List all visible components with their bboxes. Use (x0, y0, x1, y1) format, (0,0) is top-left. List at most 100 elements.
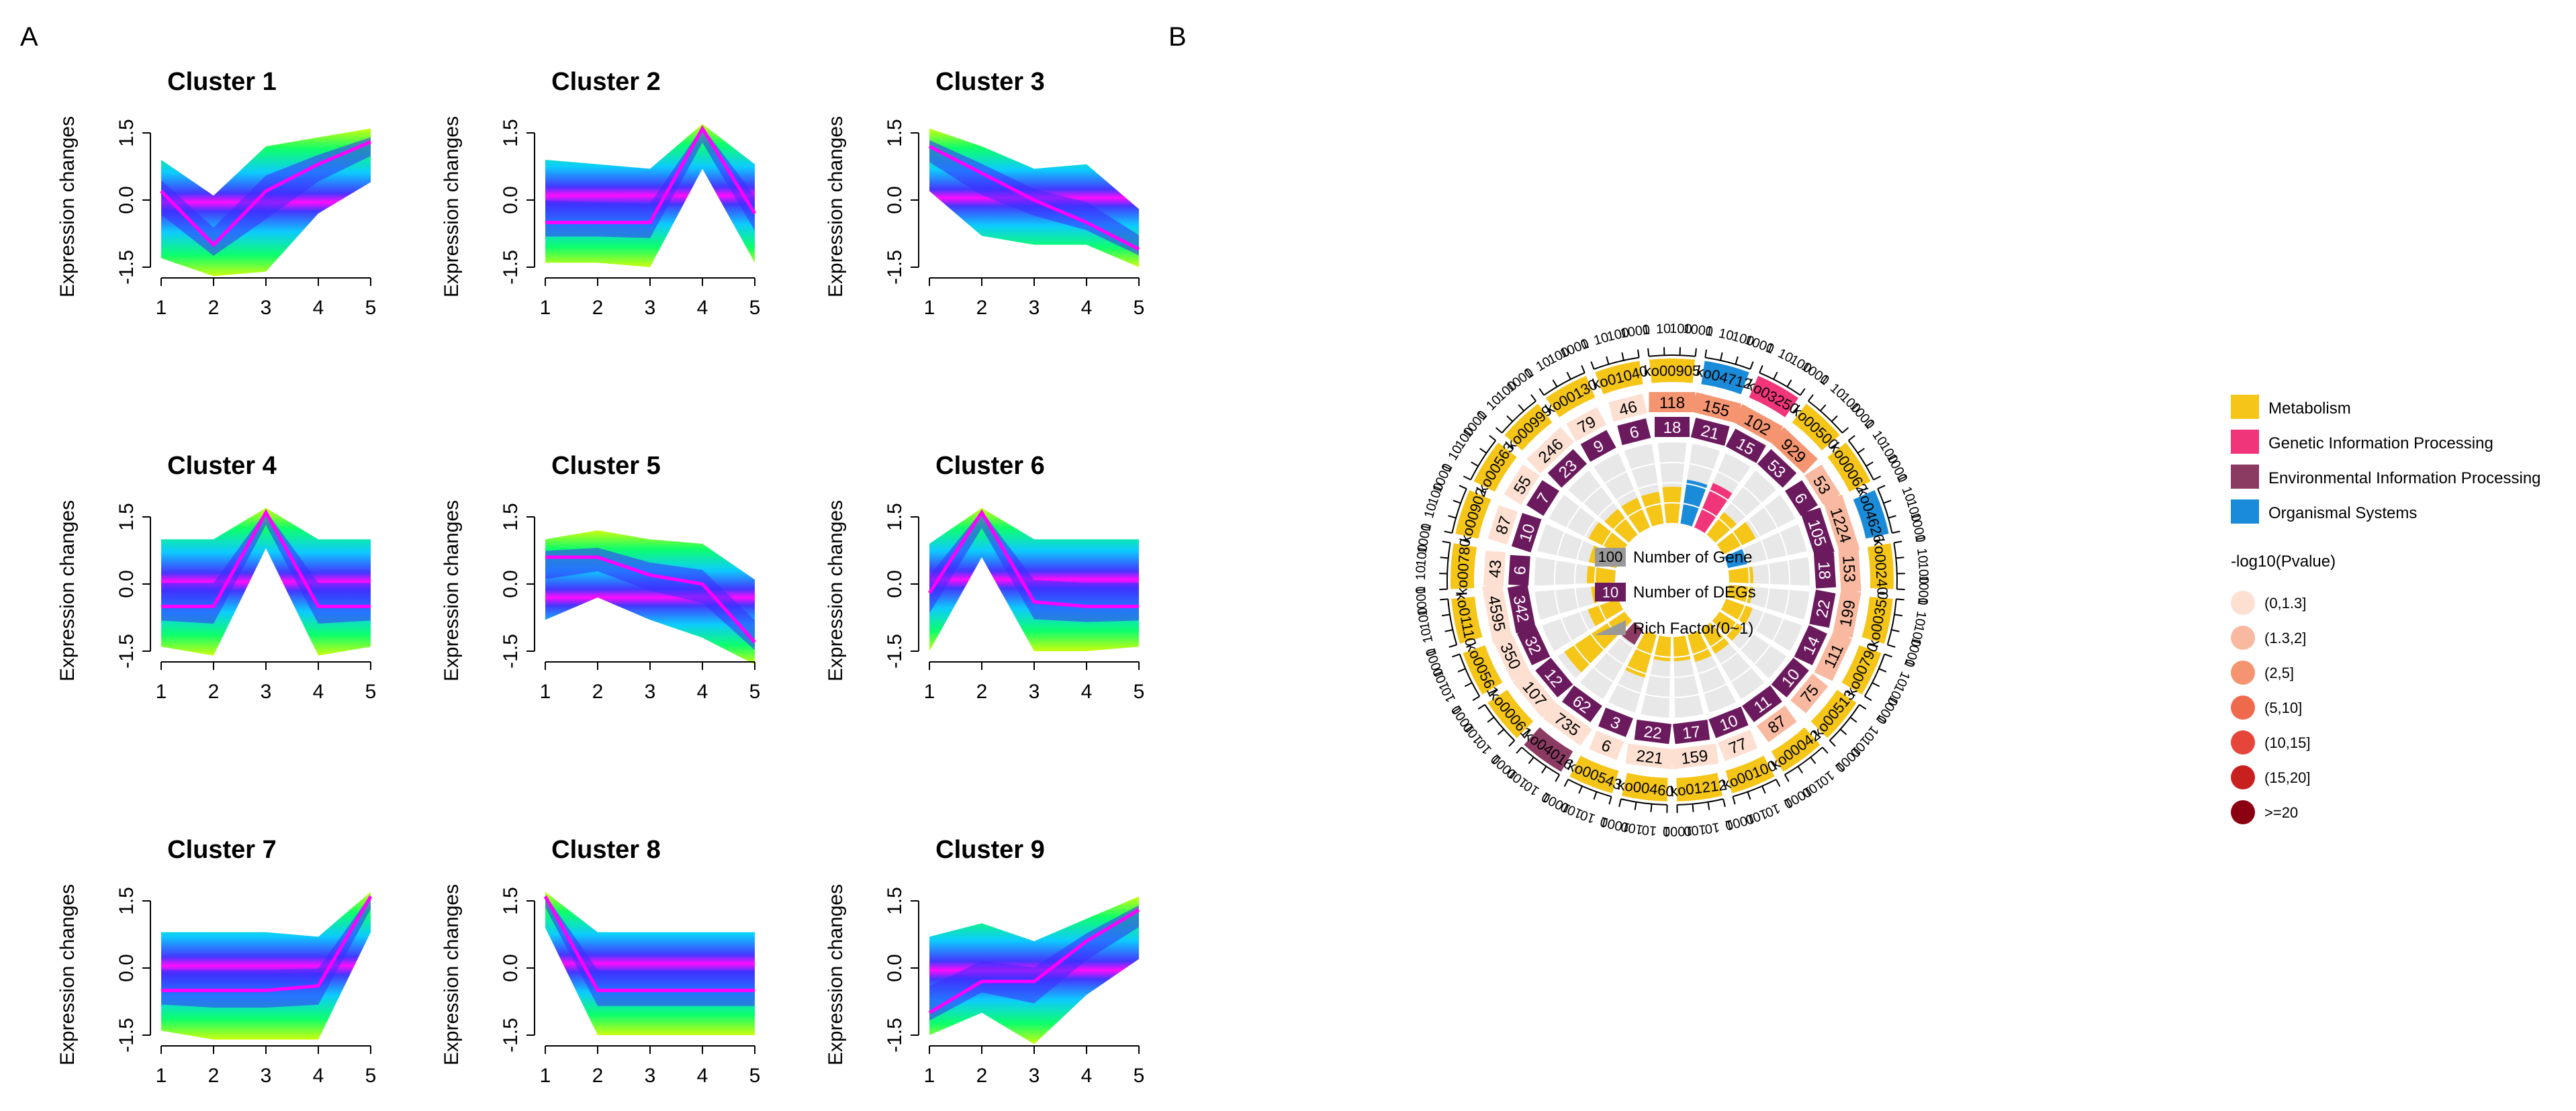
y-axis-label: Expression changes (825, 500, 847, 681)
rich-factor-bar (1622, 622, 1644, 645)
cluster-panel: Cluster 6 1 2 3 4 5 -1.5 0.0 1.5 Expression chang… (825, 452, 1144, 703)
y-axis-label: Expression changes (56, 884, 79, 1065)
mean-line (928, 908, 1140, 1014)
scale-tick (1892, 530, 1900, 534)
cluster-title: Cluster 1 (167, 68, 277, 96)
sector-band (1861, 596, 1893, 644)
cluster-panel: Cluster 2 1 2 3 4 5 -1.5 0.0 1.5 Expression chang… (441, 68, 760, 319)
deg-count-box (1634, 720, 1672, 744)
scale-baseline (1446, 542, 1451, 589)
y-tick-label: -1.5 (116, 250, 138, 285)
category-legend-swatch (2231, 499, 2259, 524)
deg-count-box (1655, 417, 1690, 437)
sector-band (1792, 403, 1840, 451)
rich-factor-bar (1641, 491, 1664, 527)
pvalue-legend-dot (2231, 695, 2255, 720)
scale-tick (1841, 427, 1849, 434)
sector-band (1827, 442, 1871, 492)
deg-count-group: 17 (1672, 720, 1710, 744)
scale-tick (1887, 644, 1896, 648)
category-legend-label: Metabolism (2268, 399, 2351, 418)
scale-tick (1516, 746, 1522, 754)
scale-tick-label: 1000 (1915, 575, 1931, 606)
scale-tick-label: 100 (1915, 561, 1931, 584)
scale-baseline (1649, 354, 1696, 357)
scale-tick (1773, 371, 1778, 380)
y-tick-label: 0.0 (500, 570, 522, 598)
rich-factor-bar (1653, 635, 1671, 661)
scale-baseline (1501, 400, 1536, 434)
scale-tick (1487, 716, 1495, 723)
scale-tick-label: 100 (1620, 819, 1644, 837)
rich-factor-bar (1724, 548, 1748, 569)
scale-tick (1784, 774, 1790, 782)
scale-baseline (1459, 654, 1481, 697)
gene-count-box (1504, 465, 1540, 505)
x-tick-label: 5 (365, 681, 377, 703)
gene-count-box (1543, 702, 1592, 746)
gene-count-box (1804, 465, 1841, 505)
y-axis-label: Expression changes (825, 116, 847, 297)
deg-count-box (1507, 584, 1536, 634)
deg-count-label: 18 (1663, 419, 1682, 437)
y-tick-label: 1.5 (884, 887, 906, 915)
sector-band (1853, 490, 1889, 539)
rich-factor-bar (1587, 565, 1616, 584)
deg-count-box (1517, 625, 1551, 665)
scale-tick (1442, 540, 1451, 544)
scale-tick (1495, 427, 1503, 434)
sector-band (1771, 727, 1821, 772)
x-tick-label: 1 (924, 1065, 935, 1087)
gene-count-box (1833, 588, 1861, 638)
scale-tick (1732, 796, 1736, 805)
scale-tick-label: 10 (1414, 565, 1429, 581)
cluster-title: Cluster 6 (935, 452, 1045, 480)
scale-tick (1593, 791, 1598, 800)
mean-line (161, 509, 371, 608)
scale-baseline (1567, 779, 1612, 798)
inner-legend-rich-label: Rich Factor(0~1) (1633, 620, 1753, 638)
x-tick-label: 4 (1081, 297, 1093, 319)
cluster-panels: Cluster 1 1 2 3 4 5 -1.5 0.0 1.5 Expression chang… (56, 68, 1144, 1087)
scale-tick-label: 100 (1414, 544, 1430, 567)
y-axis-label: Expression changes (441, 500, 463, 681)
gene-count-group: 118 (1649, 392, 1696, 412)
x-tick-label: 1 (156, 681, 167, 703)
category-legend-swatch (2231, 395, 2259, 419)
x-tick-label: 2 (592, 681, 604, 703)
scale-tick (1563, 779, 1569, 787)
inner-legend-gene-swatch (1595, 548, 1626, 567)
scale-tick (1555, 774, 1561, 782)
deg-count-group: 22 (1809, 589, 1836, 628)
scale-baseline (1447, 599, 1458, 645)
rich-factor-bar (1706, 512, 1737, 543)
cluster-title: Cluster 7 (167, 836, 277, 864)
scale-baseline (1677, 798, 1724, 806)
scale-tick (1692, 804, 1694, 812)
x-tick-label: 2 (976, 297, 988, 319)
scale-tick-label: 1 (1724, 816, 1735, 832)
scale-tick (1786, 379, 1792, 387)
scale-tick (1453, 499, 1461, 504)
scale-tick (1463, 475, 1471, 481)
y-tick-label: -1.5 (884, 1018, 906, 1053)
scale-tick (1808, 394, 1814, 401)
deg-count-box (1511, 513, 1542, 552)
scale-tick (1873, 475, 1882, 481)
gene-count-label: 46 (1617, 397, 1639, 420)
y-tick-label: -1.5 (116, 634, 138, 669)
deg-count-box (1690, 418, 1730, 446)
scale-tick-label: 1000 (1682, 322, 1714, 339)
deg-count-group: 21 (1690, 418, 1730, 446)
deg-count-group: 6 (1508, 554, 1530, 586)
scale-baseline (1733, 779, 1777, 798)
pvalue-legend-dot (2231, 591, 2255, 615)
scale-tick (1459, 485, 1467, 489)
deg-count-group: 6 (1785, 480, 1818, 516)
pvalue-legend-label: (5,10] (2264, 699, 2302, 716)
cluster-title: Cluster 8 (551, 836, 661, 864)
y-axis-label: Expression changes (441, 116, 463, 297)
rich-factor-bar (1712, 612, 1743, 641)
gene-count-group: 221 (1625, 743, 1674, 770)
cluster-title: Cluster 5 (551, 452, 661, 480)
